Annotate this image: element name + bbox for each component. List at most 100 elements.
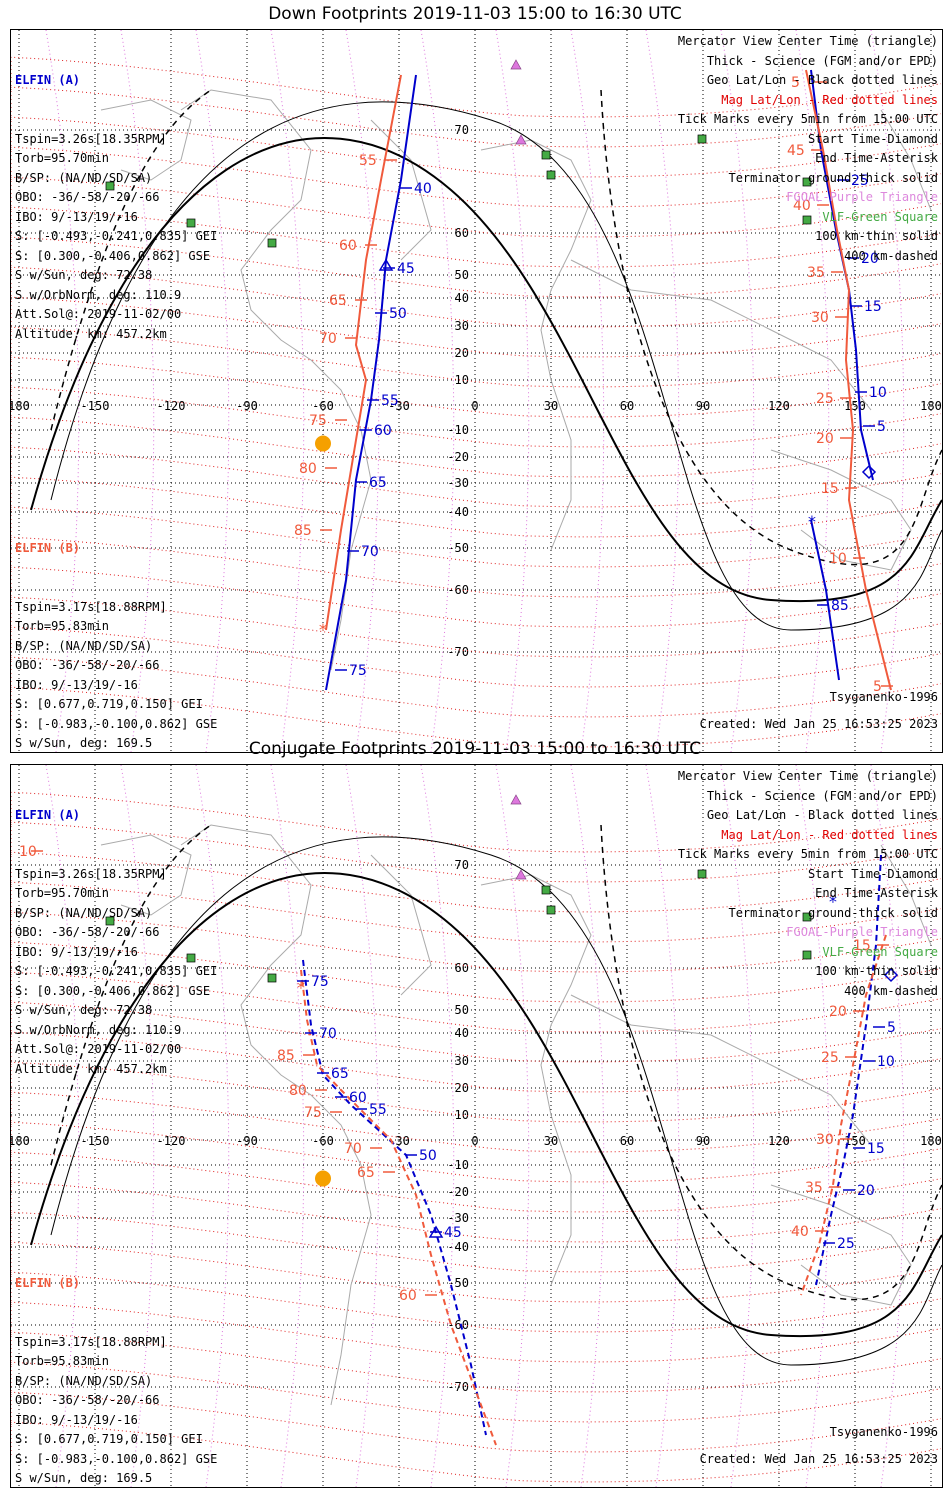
fgoal-purple-triangle-icon bbox=[515, 869, 527, 880]
legend-item-0: Mercator View Center Time (triangle) bbox=[677, 34, 938, 48]
elfin-b-track-east bbox=[805, 69, 892, 691]
lat-tick-label: 40 bbox=[455, 1026, 469, 1040]
elfin-b-west-tick-label: 85 bbox=[294, 523, 312, 539]
vlf-green-square-icon bbox=[267, 973, 277, 983]
lat-tick-label: -50 bbox=[447, 541, 469, 555]
elfin-b-east-tick-label: 35 bbox=[807, 265, 825, 281]
elfin-a-east-extra-tick-label: 85 bbox=[831, 598, 849, 614]
elfin-b-conj-tick-label: 60 bbox=[399, 1288, 417, 1304]
elfin-a-line-2: B/SP: (NA/ND/SD/SA) bbox=[15, 905, 153, 920]
elfin-a-track-east-2 bbox=[810, 519, 840, 681]
lat-tick-label: -40 bbox=[447, 1240, 469, 1254]
vlf-green-square-icon bbox=[541, 885, 551, 895]
elfin-b-conj-tick-label: 70 bbox=[344, 1141, 362, 1157]
elfin-b-east-tick-label: 10 bbox=[829, 551, 847, 567]
elfin-a-east-tick-label: 5 bbox=[877, 419, 886, 435]
legend-item-2: Geo Lat/Lon - Black dotted lines bbox=[706, 73, 938, 87]
mag-lon-line bbox=[345, 30, 380, 752]
elfin-b-conj-tick-label: 75 bbox=[304, 1105, 322, 1121]
graticule: 180 -150 -120 -90 -60 -30 0 30 60 90 120 150 180 70 60… bbox=[11, 765, 942, 1487]
elfin-b-line-0: Tspin=3.17s[18.88RPM] bbox=[15, 599, 167, 614]
legend-item-6: End Time-Asterisk bbox=[815, 886, 938, 900]
coastline bbox=[570, 994, 872, 1146]
terminator-400km-left bbox=[50, 89, 212, 431]
terminator-400km-left bbox=[50, 824, 212, 1166]
elfin-a-line-5: S: [-0.493,-0.241,0.835] GEI bbox=[15, 964, 218, 978]
mag-lat-line bbox=[11, 386, 942, 448]
elfin-b-conj-tick-label: 80 bbox=[289, 1083, 307, 1099]
elfin-a-conj-track-east bbox=[815, 854, 882, 1286]
terminator-400km-right bbox=[600, 89, 942, 566]
model-label: Tsyganenko-1996 bbox=[829, 690, 938, 704]
legend-item-9: VLF-Green Square bbox=[822, 944, 938, 959]
elfin-b-east-tick-label: 15 bbox=[821, 481, 839, 497]
elfin-a-conj-east-tick-label: 15 bbox=[867, 1141, 885, 1157]
vlf-green-square-icon bbox=[186, 953, 196, 963]
elfin-b-line-7: S w/Sun, deg: 169.5 bbox=[15, 736, 153, 750]
elfin-b-line-1: Torb=95.83min bbox=[15, 619, 109, 633]
conjugate-map: 180 -150 -120 -90 -60 -30 0 30 60 90 120 150 180 70 60… bbox=[11, 765, 942, 1487]
legend-item-3: Mag Lat/Lon - Red dotted lines bbox=[721, 92, 938, 107]
lon-tick-label: -90 bbox=[236, 1134, 258, 1148]
mag-lat-line bbox=[11, 1151, 942, 1213]
elfin-a-line-5: S: [-0.493,-0.241,0.835] GEI bbox=[15, 229, 218, 243]
elfin-b-line-2: B/SP: (NA/ND/SD/SA) bbox=[15, 638, 153, 653]
lat-tick-label: 10 bbox=[455, 1108, 469, 1122]
coastline bbox=[770, 1184, 912, 1306]
vlf-green-square-icon bbox=[802, 950, 812, 960]
elfin-b-line-2: B/SP: (NA/ND/SD/SA) bbox=[15, 1373, 153, 1388]
lat-tick-label: 30 bbox=[455, 1054, 469, 1068]
mag-lon-line bbox=[495, 30, 530, 752]
lon-tick-label: 120 bbox=[768, 399, 790, 413]
model-label: Tsyganenko-1996 bbox=[829, 1425, 938, 1439]
elfin-b-start-tick-label: 5 bbox=[873, 679, 882, 695]
lon-tick-label: 180 bbox=[11, 1134, 30, 1148]
coastline bbox=[480, 139, 592, 551]
elfin-a-line-6: S: [0.300,-0.406,0.862] GSE bbox=[15, 248, 211, 263]
elfin-a-line-1: Torb=95.70min bbox=[15, 886, 109, 900]
elfin-b-track-west bbox=[325, 74, 402, 631]
legend-item-9: VLF-Green Square bbox=[822, 209, 938, 224]
legend-item-1: Thick - Science (FGM and/or EPD) bbox=[706, 788, 938, 803]
coastline bbox=[100, 99, 192, 181]
vlf-green-square-icon bbox=[697, 869, 707, 879]
elfin-a-line-7: S w/Sun, deg: 72.38 bbox=[15, 1003, 153, 1017]
coastline bbox=[370, 119, 432, 261]
elfin-a-west-tick-label: 70 bbox=[361, 544, 379, 560]
elfin-b-conj-tick-label: 85 bbox=[277, 1048, 295, 1064]
elfin-a-conj-east-tick-label: 10 bbox=[877, 1054, 895, 1070]
vlf-green-square-icon bbox=[267, 238, 277, 248]
elfin-a-track-west bbox=[325, 74, 417, 691]
lat-tick-label: -10 bbox=[447, 1158, 469, 1172]
legend-item-11: 400 km-dashed bbox=[844, 983, 938, 998]
elfin-b-line-3: OBO: -36/-58/-20/-66 bbox=[15, 658, 160, 672]
lat-tick-label: 30 bbox=[455, 319, 469, 333]
elfin-a-west-tick-label: 40 bbox=[414, 181, 432, 197]
elfin-b-lines: Tspin=3.17s[18.88RPM] Torb=95.83min B/SP: … bbox=[15, 1333, 217, 1486]
lon-tick-label: -60 bbox=[312, 1134, 334, 1148]
graticule: 180 -150 -120 -90 -60 -30 0 30 60 90 120 150 180 70 60… bbox=[11, 30, 942, 752]
elfin-a-line-4: IBO: 9/-13/19/-16 bbox=[15, 944, 138, 959]
lat-tick-label: 20 bbox=[455, 1081, 469, 1095]
elfin-b-info: ELFIN (B) Tspin=3.17s[18.88RPM] Torb=95.8… bbox=[15, 500, 217, 750]
elfin-a-conj-tick-label: 60 bbox=[349, 1090, 367, 1106]
created-label: Created: Wed Jan 25 16:53:25 2023 bbox=[699, 717, 938, 731]
elfin-a-conj-tick-label: 75 bbox=[311, 974, 329, 990]
legend-item-10: 100 km-thin solid bbox=[815, 229, 938, 243]
lon-tick-label: 90 bbox=[696, 399, 710, 413]
elfin-a-conj-tick-label: 70 bbox=[319, 1026, 337, 1042]
fgoal-purple-triangle-icon bbox=[515, 134, 527, 145]
legend-item-8: FGOAL-Purple Triangle bbox=[786, 190, 938, 204]
lat-tick-label: 40 bbox=[455, 291, 469, 305]
down-map: 180 -150 -120 -90 -60 -30 0 30 60 90 120 150 180 70 60… bbox=[11, 30, 942, 752]
fgoal-purple-triangle-icon bbox=[510, 794, 522, 805]
elfin-b-east-tick-label: 30 bbox=[811, 310, 829, 326]
elfin-a-conj-tick-label: 55 bbox=[369, 1102, 387, 1118]
mag-lat-line bbox=[11, 416, 942, 478]
lat-tick-label: -50 bbox=[447, 1276, 469, 1290]
legend-item-8: FGOAL-Purple Triangle bbox=[786, 925, 938, 939]
vlf-green-square-icon bbox=[186, 218, 196, 228]
lat-tick-label: 20 bbox=[455, 346, 469, 360]
conjugate-footprints-panel: 180 -150 -120 -90 -60 -30 0 30 60 90 120 150 180 70 60… bbox=[10, 764, 943, 1488]
coastline bbox=[880, 844, 932, 946]
